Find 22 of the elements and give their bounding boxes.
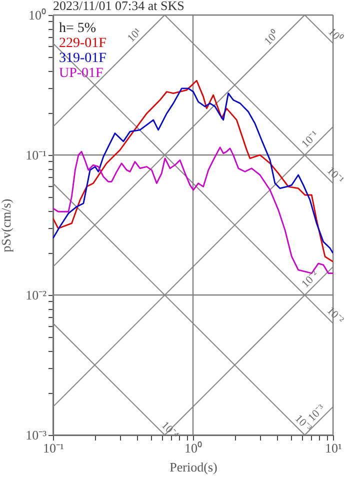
y-tick-label: 10⁰	[28, 8, 46, 22]
x-tick-label: 10⁰	[184, 440, 202, 456]
annotation: 10⁻⁴	[158, 419, 181, 442]
annotation: 10⁻²	[324, 304, 346, 327]
y-tick-label: 10⁻²	[26, 288, 47, 302]
y-tick-label: 10⁻¹	[26, 148, 47, 162]
x-axis-title: Period(s)	[170, 460, 218, 474]
legend-title: h= 5%	[59, 21, 96, 36]
text: 319-01F	[59, 51, 107, 66]
chart-title: 2023/11/01 07:34 at SKS	[53, 0, 184, 13]
y-axis-title: pSv(cm/s)	[0, 198, 14, 252]
annotation: 10⁰	[262, 28, 282, 48]
x-tick-label: 10¹	[325, 440, 342, 456]
annotation: 10⁻¹	[324, 164, 346, 186]
text: 229-01F	[59, 36, 107, 51]
text: UP-01F	[59, 66, 104, 81]
y-tick-label: 10⁻³	[26, 428, 47, 442]
annotation: 10⁰	[326, 25, 346, 46]
x-tick-label: 10⁻¹	[43, 440, 64, 456]
annotation: 10¹	[125, 26, 144, 45]
annotation: 10⁻¹	[300, 128, 322, 150]
annotation: 10⁻²	[300, 268, 322, 290]
